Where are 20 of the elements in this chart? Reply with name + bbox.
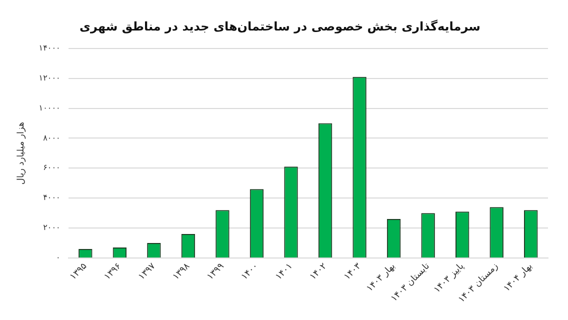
y-axis-title: هزار میلیارد ریال bbox=[16, 122, 27, 185]
y-tick-label: ۰ bbox=[56, 253, 60, 262]
y-tick-label: ۶۰۰۰ bbox=[43, 163, 60, 172]
x-tick-label: ۱۴۰۱ bbox=[274, 262, 295, 282]
y-tick-label: ۲۰۰۰ bbox=[43, 223, 60, 232]
x-tick-label: ۱۳۹۵ bbox=[68, 261, 90, 282]
x-tick-label: بهار ۱۴۰۴ bbox=[502, 262, 535, 294]
y-tick-label: ۴۰۰۰ bbox=[43, 193, 60, 202]
chart-title: سرمایه‌گذاری بخش خصوصی در ساختمان‌های جدید در مناطق شهری bbox=[80, 19, 480, 34]
y-tick-label: ۱۲۰۰۰ bbox=[38, 73, 60, 82]
x-tick-label: ۱۳۹۷ bbox=[136, 261, 158, 282]
y-tick-label: ۸۰۰۰ bbox=[43, 133, 60, 142]
y-tick-label: ۱۰۰۰۰ bbox=[38, 103, 60, 112]
y-tick-label: ۱۴۰۰۰ bbox=[38, 43, 60, 52]
x-tick-label: ۱۴۰۲ bbox=[308, 261, 330, 282]
x-tick-label: ۱۳۹۹ bbox=[206, 261, 226, 282]
x-tick-label: ۱۴۰۰ bbox=[240, 262, 261, 282]
x-tick-label: ۱۴۰۳ bbox=[342, 261, 364, 282]
x-tick-label: ۱۳۹۶ bbox=[102, 261, 124, 282]
x-tick-label: ۱۳۹۸ bbox=[171, 261, 192, 282]
